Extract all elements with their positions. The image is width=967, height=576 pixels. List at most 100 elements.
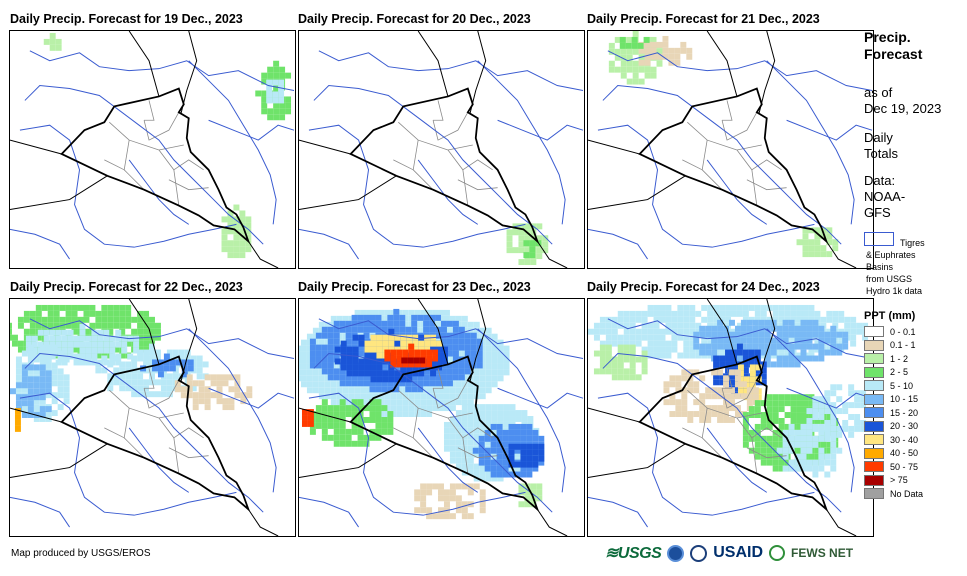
- precip-cell: [754, 453, 761, 460]
- basin-line: [10, 228, 70, 260]
- precip-cell: [27, 412, 34, 418]
- precip-cell: [669, 399, 676, 406]
- precip-cell: [695, 328, 702, 335]
- precip-cell: [149, 355, 155, 362]
- precip-cell: [725, 310, 731, 317]
- precip-cell: [381, 320, 388, 327]
- precip-cell: [748, 373, 755, 380]
- precip-cell: [461, 381, 468, 388]
- precip-cell: [734, 331, 741, 338]
- precip-cell: [57, 374, 64, 381]
- precip-cell: [717, 337, 724, 344]
- precip-cell: [830, 453, 837, 460]
- precip-cell: [246, 386, 253, 393]
- precip-cell: [152, 359, 158, 366]
- precip-cell: [384, 355, 391, 362]
- precip-cell: [210, 380, 217, 387]
- precip-cell: [796, 423, 803, 430]
- precip-cell: [687, 387, 694, 394]
- basin-line: [417, 427, 479, 493]
- precip-cell: [299, 345, 301, 352]
- precip-cell: [27, 364, 34, 371]
- data-line3: GFS: [864, 205, 891, 220]
- precip-cell: [435, 368, 442, 375]
- precip-cell: [330, 393, 337, 400]
- precip-cell: [836, 343, 843, 350]
- precip-cell: [736, 334, 743, 341]
- precip-cell: [306, 345, 313, 352]
- precip-cell: [420, 399, 427, 406]
- precip-cell: [245, 234, 252, 241]
- precip-cell: [836, 447, 843, 454]
- precip-cell: [717, 331, 724, 338]
- precip-cell: [532, 429, 539, 436]
- precip-cell: [506, 229, 513, 236]
- precip-cell: [154, 328, 161, 335]
- precip-cell: [754, 361, 761, 368]
- precip-cell: [659, 328, 666, 335]
- precip-cell: [467, 513, 474, 520]
- precip-cell: [509, 410, 516, 417]
- precip-cell: [381, 422, 388, 429]
- basin-line: [706, 159, 768, 225]
- precip-cell: [605, 328, 612, 335]
- precip-cell: [333, 440, 340, 447]
- precip-cell: [830, 447, 837, 454]
- precip-cell: [659, 310, 666, 317]
- precip-cell: [740, 393, 747, 400]
- precip-cell: [647, 322, 654, 329]
- precip-cell: [312, 375, 319, 382]
- basin-line: [318, 318, 584, 359]
- precip-cell: [496, 435, 503, 442]
- precip-cell: [713, 355, 720, 362]
- precip-cell: [348, 393, 355, 400]
- precip-cell: [309, 428, 316, 435]
- precip-cell: [339, 399, 346, 406]
- precip-cell: [725, 349, 731, 356]
- sidebar-title-line2: Forecast: [864, 46, 923, 62]
- precip-cell: [369, 405, 376, 412]
- precip-cell: [27, 394, 34, 401]
- precip-cell: [617, 334, 624, 341]
- precip-cell: [306, 375, 313, 382]
- precip-cell: [723, 375, 730, 382]
- precip-cell: [426, 489, 433, 496]
- precip-cell: [210, 392, 217, 399]
- precip-cell: [321, 350, 328, 357]
- legend-title: PPT (mm): [864, 310, 916, 322]
- precip-cell: [137, 349, 144, 356]
- precip-cell: [818, 414, 825, 420]
- precip-cell: [405, 380, 412, 387]
- precip-cell: [788, 447, 795, 454]
- precip-cell: [611, 322, 618, 329]
- precip-cell: [21, 376, 28, 383]
- precip-cell: [51, 368, 58, 375]
- precip-cell: [629, 362, 636, 369]
- precip-cell: [796, 406, 803, 413]
- precip-cell: [772, 316, 779, 323]
- precip-cell: [272, 97, 279, 104]
- precip-cell: [782, 441, 789, 448]
- precip-cell: [832, 245, 839, 252]
- precip-cell: [109, 347, 116, 354]
- precip-cell: [526, 455, 533, 462]
- precip-cell: [143, 340, 150, 347]
- border-line: [10, 407, 62, 423]
- precip-cell: [436, 364, 442, 371]
- precip-cell: [681, 411, 688, 418]
- precip-cell: [79, 347, 86, 354]
- precip-cell: [653, 310, 660, 317]
- legend-label: 2 - 5: [890, 367, 909, 378]
- precip-cell: [536, 489, 543, 496]
- precip-cell: [808, 346, 815, 353]
- precip-cell: [420, 309, 427, 316]
- precip-cell: [699, 405, 706, 412]
- as-of-date: as of Dec 19, 2023: [864, 85, 941, 117]
- precip-cell: [245, 222, 252, 229]
- precip-cell: [27, 388, 34, 395]
- precip-cell: [432, 405, 439, 412]
- precip-cell: [14, 419, 21, 426]
- precip-cell: [782, 331, 789, 338]
- precip-cell: [396, 361, 403, 368]
- precip-cell: [818, 447, 825, 454]
